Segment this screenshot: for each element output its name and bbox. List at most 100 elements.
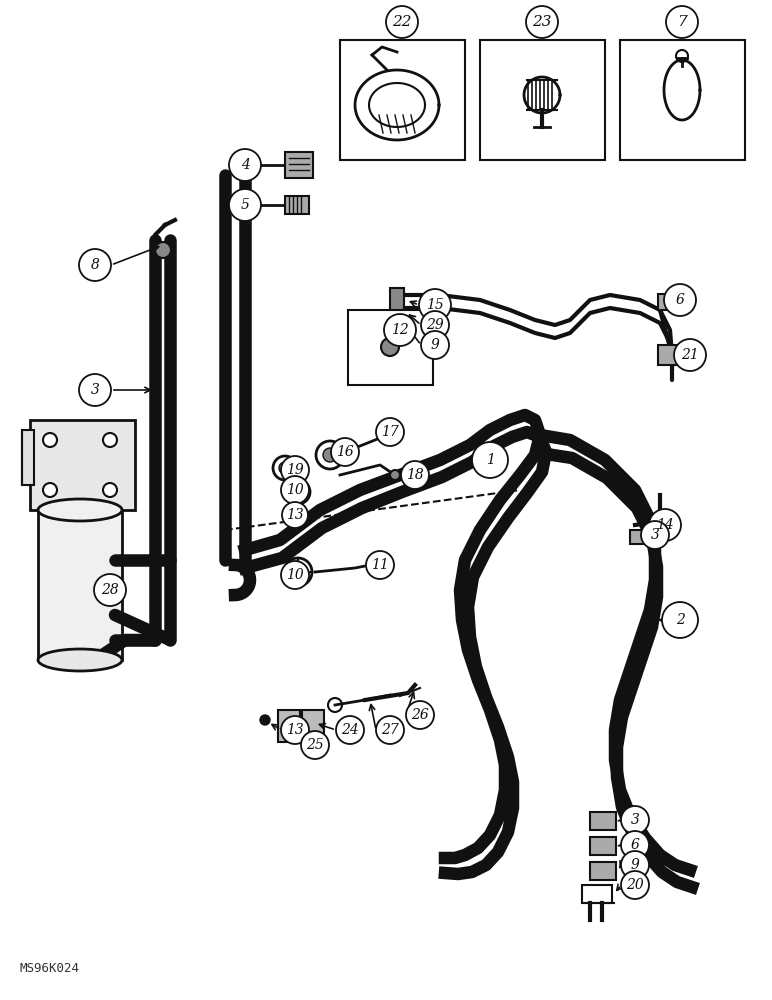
Text: 6: 6 [631,838,639,852]
Bar [590,862,616,880]
Circle shape [229,149,261,181]
Text: 1: 1 [486,453,494,467]
Bar [38,510,122,660]
Text: 3: 3 [631,813,639,827]
Circle shape [376,418,404,446]
Circle shape [290,509,302,521]
Text: 12: 12 [391,323,409,337]
Bar [390,288,404,312]
Text: 27: 27 [381,723,399,737]
Bar [22,430,34,485]
Circle shape [472,442,508,478]
Bar [658,345,686,365]
Bar [590,812,616,830]
Text: 25: 25 [306,738,324,752]
Text: 20: 20 [626,878,644,892]
Text: 16: 16 [336,445,354,459]
Circle shape [386,6,418,38]
Text: 28: 28 [101,583,119,597]
Bar [658,294,680,310]
Circle shape [155,242,171,258]
Circle shape [43,483,57,497]
Text: 8: 8 [90,258,100,272]
Bar [590,837,616,855]
Circle shape [366,551,394,579]
Circle shape [381,338,399,356]
Circle shape [286,480,310,504]
Text: MS96K024: MS96K024 [20,962,80,975]
Text: 3: 3 [651,528,659,542]
Circle shape [282,502,308,528]
Ellipse shape [38,499,122,521]
Bar [278,710,300,742]
Text: 5: 5 [241,198,249,212]
Bar [285,152,313,178]
Circle shape [284,558,312,586]
Bar [620,40,745,160]
Text: 15: 15 [426,298,444,312]
Text: 29: 29 [426,318,444,332]
Circle shape [641,521,669,549]
Text: 11: 11 [371,558,389,572]
Circle shape [229,189,261,221]
Circle shape [370,560,380,570]
Text: 13: 13 [286,723,304,737]
Circle shape [674,339,706,371]
Text: 10: 10 [286,568,304,582]
Circle shape [421,311,449,339]
Text: 3: 3 [90,383,100,397]
Circle shape [389,426,401,438]
Text: 22: 22 [392,15,411,29]
Circle shape [301,731,329,759]
Bar [340,40,465,160]
Circle shape [621,806,649,834]
Text: 21: 21 [681,348,699,362]
Text: 13: 13 [286,508,304,522]
Circle shape [421,331,449,359]
Circle shape [384,314,416,346]
Bar [30,420,135,510]
Text: 9: 9 [631,858,639,872]
Circle shape [621,851,649,879]
Circle shape [103,433,117,447]
Circle shape [281,561,309,589]
Circle shape [79,249,111,281]
Circle shape [273,456,297,480]
Bar [480,40,605,160]
Bar [582,885,612,903]
Text: 7: 7 [677,15,687,29]
Circle shape [331,438,359,466]
Circle shape [662,602,698,638]
Text: 17: 17 [381,425,399,439]
Text: 9: 9 [431,338,439,352]
Circle shape [323,448,337,462]
Circle shape [621,871,649,899]
Circle shape [281,716,309,744]
Text: 10: 10 [286,483,304,497]
Circle shape [316,441,344,469]
Bar [302,710,324,742]
Text: 4: 4 [241,158,249,172]
Bar [348,310,433,385]
Circle shape [621,831,649,859]
Circle shape [419,289,451,321]
Circle shape [401,461,429,489]
Circle shape [281,456,309,484]
Text: 18: 18 [406,468,424,482]
Text: 14: 14 [656,518,674,532]
Circle shape [103,483,117,497]
Circle shape [43,433,57,447]
Circle shape [79,374,111,406]
Circle shape [336,716,364,744]
Circle shape [666,6,698,38]
Circle shape [406,701,434,729]
Circle shape [526,6,558,38]
Text: 6: 6 [676,293,685,307]
Circle shape [376,716,404,744]
Bar [285,196,309,214]
Circle shape [390,470,400,480]
Circle shape [664,284,696,316]
Circle shape [260,715,270,725]
Bar [630,530,652,544]
Text: 2: 2 [676,613,685,627]
